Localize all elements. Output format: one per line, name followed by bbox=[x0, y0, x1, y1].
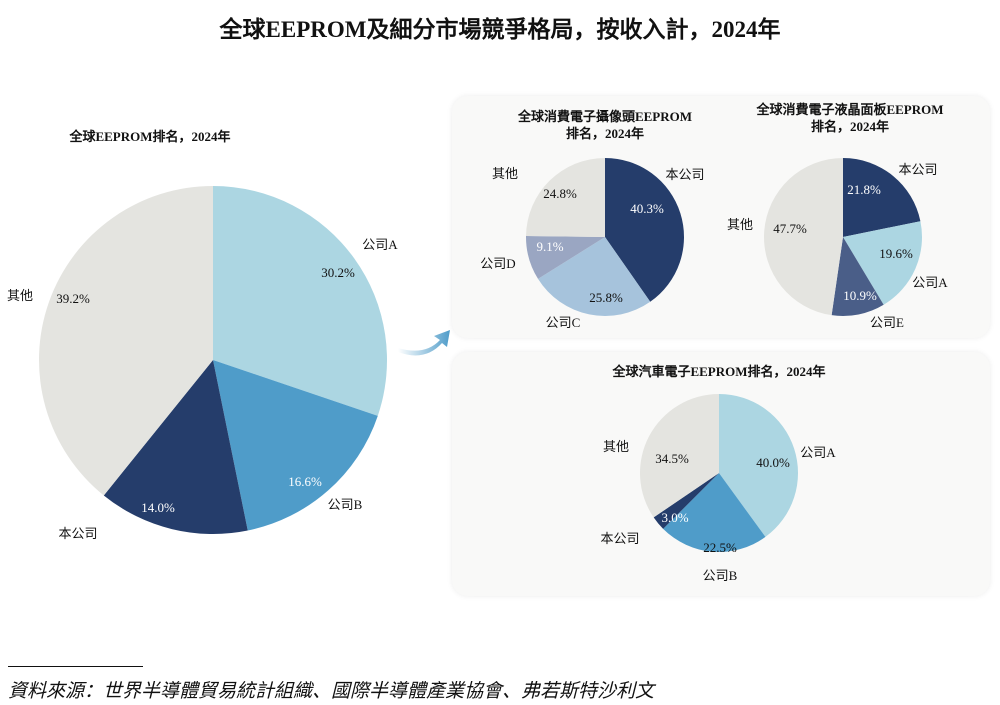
slice-name-label: 本公司 bbox=[898, 162, 937, 177]
slice-name-label: 公司B bbox=[703, 568, 738, 583]
data-label: 40.0% bbox=[756, 455, 790, 470]
arrow-icon bbox=[398, 330, 450, 356]
slice-name-label: 公司B bbox=[328, 497, 363, 512]
data-label: 19.6% bbox=[879, 246, 913, 261]
chart-title: 全球汽車電子EEPROM排名，2024年 bbox=[611, 364, 825, 379]
slice-name-label: 其他 bbox=[727, 217, 753, 232]
data-label: 25.8% bbox=[589, 290, 623, 305]
slice-name-label: 公司A bbox=[362, 237, 398, 252]
pie-slice bbox=[653, 473, 719, 529]
pie-slice bbox=[640, 394, 719, 518]
slice-name-label: 本公司 bbox=[600, 531, 639, 546]
slice-name-label: 公司D bbox=[480, 256, 515, 271]
data-label: 22.5% bbox=[703, 540, 737, 555]
pie-slice bbox=[831, 237, 884, 317]
chart-title: 全球消費電子液晶面板EEPROM bbox=[755, 102, 943, 117]
pie-slice bbox=[763, 158, 843, 316]
slice-name-label: 其他 bbox=[492, 166, 518, 181]
data-label: 24.8% bbox=[543, 186, 577, 201]
data-label: 9.1% bbox=[536, 239, 563, 254]
data-label: 16.6% bbox=[288, 474, 322, 489]
chart-title: 全球EEPROM排名，2024年 bbox=[68, 129, 230, 144]
pie-slice bbox=[526, 236, 605, 279]
data-label: 30.2% bbox=[321, 265, 355, 280]
pie-slice bbox=[605, 158, 684, 302]
data-label: 40.3% bbox=[630, 201, 664, 216]
chart-title: 排名，2024年 bbox=[566, 126, 644, 141]
data-label: 21.8% bbox=[847, 182, 881, 197]
slice-name-label: 本公司 bbox=[665, 167, 704, 182]
slice-name-label: 本公司 bbox=[58, 526, 97, 541]
data-label: 39.2% bbox=[56, 291, 90, 306]
pie-slice bbox=[213, 360, 378, 531]
data-label: 34.5% bbox=[655, 451, 689, 466]
data-label: 14.0% bbox=[141, 500, 175, 515]
slice-name-label: 公司A bbox=[912, 275, 948, 290]
figure-title: 全球EEPROM及細分市場競爭格局，按收入計，2024年 bbox=[219, 17, 781, 42]
pie-slice bbox=[663, 473, 766, 553]
pie-slice bbox=[843, 221, 922, 305]
slice-name-label: 其他 bbox=[7, 288, 33, 303]
source-note: 資料來源：世界半導體貿易統計組織、國際半導體產業協會、弗若斯特沙利文 bbox=[8, 681, 655, 702]
slice-name-label: 其他 bbox=[603, 439, 629, 454]
pie-slice bbox=[213, 186, 387, 416]
pie-slice bbox=[39, 186, 213, 496]
pie-slice bbox=[538, 237, 651, 317]
chart-title: 全球消費電子攝像頭EEPROM bbox=[517, 109, 692, 124]
pie-slice bbox=[103, 360, 248, 534]
slice-name-label: 公司C bbox=[546, 315, 581, 330]
pie-slice bbox=[719, 394, 799, 537]
data-label: 47.7% bbox=[773, 221, 807, 236]
data-label: 10.9% bbox=[843, 288, 877, 303]
pie-slice bbox=[843, 157, 921, 237]
source-divider bbox=[8, 666, 143, 667]
pie-slice bbox=[526, 158, 605, 237]
chart-title: 排名，2024年 bbox=[811, 119, 889, 134]
slice-name-label: 公司E bbox=[870, 315, 904, 330]
data-label: 3.0% bbox=[661, 510, 688, 525]
slice-name-label: 公司A bbox=[800, 445, 836, 460]
